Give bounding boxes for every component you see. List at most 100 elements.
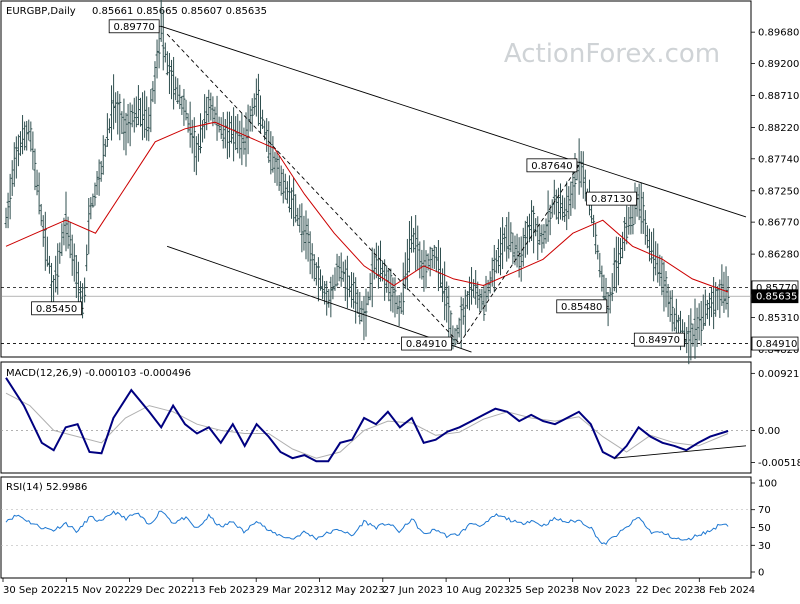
- price-bar: [271, 136, 275, 173]
- price-bar: [561, 195, 565, 221]
- price-bar: [461, 298, 465, 325]
- price-bar: [556, 187, 560, 225]
- price-callout: 0.85480: [556, 299, 609, 314]
- price-bar: [8, 173, 12, 220]
- rsi-layer: [1, 509, 751, 546]
- price-bar: [689, 308, 693, 361]
- price-bar: [149, 89, 153, 133]
- price-bar: [563, 197, 567, 222]
- price-bar: [455, 324, 459, 344]
- price-bar: [4, 207, 8, 229]
- price-bar: [523, 220, 527, 258]
- price-bar: [258, 95, 262, 134]
- price-bar: [112, 74, 116, 130]
- price-bar: [687, 315, 691, 365]
- price-bar: [610, 273, 614, 302]
- price-bar: [720, 264, 724, 306]
- price-bar: [145, 96, 149, 141]
- price-bar: [300, 203, 304, 253]
- price-bar: [699, 300, 703, 346]
- price-bar: [10, 160, 14, 196]
- price-bar: [91, 193, 95, 208]
- price-bar: [525, 216, 529, 255]
- price-bar: [45, 236, 49, 267]
- rsi-axis-label: 50: [758, 523, 771, 534]
- price-bar: [318, 269, 322, 291]
- price-bar: [370, 247, 374, 308]
- price-bar: [579, 151, 583, 188]
- support-level-tag: 0.84910: [751, 336, 799, 351]
- time-axis-label: 25 Sep 2023: [509, 585, 572, 596]
- price-axis-label: 0.86770: [758, 218, 799, 229]
- price-bar: [234, 116, 238, 151]
- price-bar: [103, 138, 107, 157]
- price-bar: [333, 267, 337, 291]
- price-bar: [658, 254, 662, 287]
- price-bar: [360, 300, 364, 322]
- price-bar: [538, 224, 542, 246]
- price-bar: [598, 252, 602, 278]
- price-bar: [594, 223, 598, 255]
- current-price-tag-label: 0.85635: [756, 292, 797, 303]
- price-bar: [172, 56, 176, 110]
- price-bar: [99, 160, 103, 182]
- price-bar: [81, 283, 85, 319]
- price-bar: [567, 186, 571, 220]
- axis-layer: 0.89680 0.89200 0.88710 0.88220 0.87740 0.872…: [2, 28, 800, 596]
- price-bar: [6, 192, 10, 229]
- price-bar: [269, 131, 273, 175]
- price-bar: [207, 89, 211, 123]
- price-bar: [476, 281, 480, 309]
- price-bar: [37, 172, 41, 215]
- price-bar: [345, 255, 349, 309]
- price-bar: [252, 93, 256, 115]
- price-axis-label: 0.88710: [758, 91, 799, 102]
- price-bar: [174, 76, 178, 101]
- price-bar: [219, 117, 223, 139]
- price-bar: [548, 204, 552, 236]
- price-bar: [304, 210, 308, 260]
- price-bar: [118, 93, 122, 141]
- current-price-tag-box: [751, 289, 799, 304]
- price-bar: [180, 95, 184, 115]
- price-bar: [178, 84, 182, 110]
- price-callout-label: 0.89770: [113, 22, 154, 33]
- price-bar: [352, 272, 356, 309]
- price-bar: [571, 169, 575, 209]
- price-bar: [712, 277, 716, 330]
- price-bar: [391, 277, 395, 313]
- price-bar: [190, 119, 194, 154]
- price-bar: [716, 286, 720, 311]
- resistance-level-tag-label: 0.85770: [756, 283, 797, 294]
- price-bar: [335, 253, 339, 287]
- price-bar: [447, 285, 451, 340]
- price-bar: [138, 97, 142, 127]
- time-axis-label: 12 May 2023: [320, 585, 385, 596]
- price-bar: [707, 292, 711, 326]
- macd-label: MACD(12,26,9) -0.000103 -0.000496: [6, 368, 191, 379]
- price-axis-label: 0.89200: [758, 59, 799, 70]
- price-bar: [619, 238, 623, 265]
- price-bar: [625, 205, 629, 245]
- price-bar: [72, 243, 76, 282]
- price-bar: [147, 107, 151, 142]
- price-bar: [225, 111, 229, 159]
- price-bar: [672, 308, 676, 332]
- price-axis-label: 0.87740: [758, 154, 799, 165]
- rsi-axis-label: 30: [758, 541, 771, 552]
- time-axis-label: 29 Mar 2023: [256, 585, 319, 596]
- time-axis-label: 10 Aug 2023: [446, 585, 510, 596]
- time-axis-label: 8 Feb 2024: [699, 585, 755, 596]
- price-axis-label: 0.87250: [758, 186, 799, 197]
- price-bar: [385, 265, 389, 293]
- price-bar: [316, 257, 320, 302]
- price-bar: [329, 276, 333, 318]
- time-axis-label: 8 Nov 2023: [573, 585, 631, 596]
- price-bar: [546, 190, 550, 242]
- price-bar: [705, 299, 709, 320]
- price-callout: 0.84970: [633, 332, 687, 347]
- price-bar: [95, 170, 99, 195]
- macd-axis-label: 0.009211: [758, 369, 800, 380]
